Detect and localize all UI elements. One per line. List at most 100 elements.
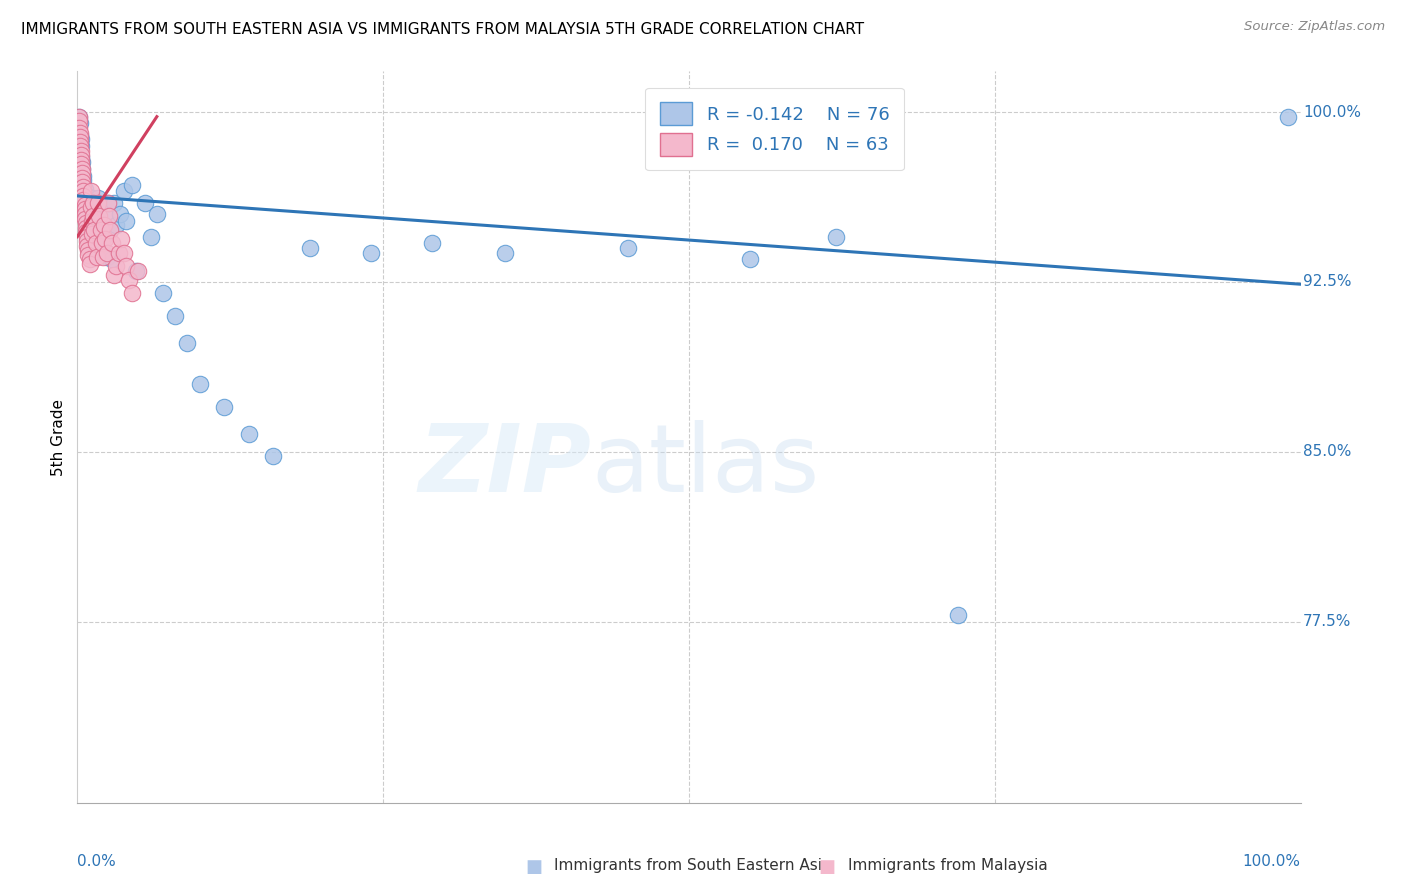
Point — [91, 250, 114, 264]
Point — [176, 336, 198, 351]
Point — [98, 223, 121, 237]
Point — [82, 204, 104, 219]
Point — [75, 225, 97, 239]
Point — [262, 450, 284, 464]
Point — [146, 207, 169, 221]
Point — [127, 263, 149, 277]
Point — [83, 232, 105, 246]
Point — [70, 132, 93, 146]
Text: Source: ZipAtlas.com: Source: ZipAtlas.com — [1244, 20, 1385, 33]
Point — [98, 223, 121, 237]
Point — [86, 250, 108, 264]
Point — [93, 219, 115, 233]
Point — [94, 232, 117, 246]
Point — [80, 195, 103, 210]
Point — [75, 220, 97, 235]
Point — [112, 185, 135, 199]
Point — [110, 232, 132, 246]
Point — [103, 268, 125, 282]
Point — [70, 170, 93, 185]
Point — [87, 195, 110, 210]
Point — [79, 252, 101, 267]
Point — [82, 223, 104, 237]
Point — [90, 241, 112, 255]
Point — [70, 139, 93, 153]
Point — [86, 200, 108, 214]
Text: ZIP: ZIP — [418, 420, 591, 512]
Point — [67, 114, 90, 128]
Point — [77, 244, 100, 258]
Point — [69, 116, 91, 130]
Point — [420, 236, 443, 251]
Point — [84, 241, 107, 255]
Point — [77, 214, 100, 228]
Point — [96, 245, 118, 260]
Point — [73, 182, 96, 196]
Point — [76, 238, 98, 252]
Point — [70, 144, 93, 158]
Point — [70, 161, 93, 176]
Point — [139, 229, 162, 244]
Point — [73, 191, 96, 205]
Text: Immigrants from Malaysia: Immigrants from Malaysia — [848, 858, 1047, 872]
Point — [83, 223, 105, 237]
Point — [70, 155, 93, 169]
Point — [79, 219, 101, 233]
Point — [76, 216, 98, 230]
Text: Immigrants from South Eastern Asia: Immigrants from South Eastern Asia — [554, 858, 832, 872]
Point — [152, 286, 174, 301]
Point — [69, 130, 91, 145]
Point — [298, 241, 321, 255]
Text: 85.0%: 85.0% — [1303, 444, 1351, 459]
Point — [82, 209, 104, 223]
Point — [84, 236, 107, 251]
Point — [70, 157, 93, 171]
Text: atlas: atlas — [591, 420, 820, 512]
Text: ■: ■ — [526, 858, 543, 876]
Point — [115, 259, 138, 273]
Point — [83, 195, 105, 210]
Point — [946, 607, 969, 622]
Point — [69, 139, 91, 153]
Point — [824, 229, 846, 244]
Point — [360, 245, 382, 260]
Text: 0.0%: 0.0% — [77, 854, 117, 869]
Point — [73, 186, 96, 201]
Point — [72, 169, 94, 183]
Point — [80, 214, 103, 228]
Y-axis label: 5th Grade: 5th Grade — [51, 399, 66, 475]
Point — [80, 191, 103, 205]
Point — [75, 204, 97, 219]
Point — [91, 245, 114, 260]
Point — [90, 219, 112, 233]
Point — [75, 195, 97, 210]
Text: 92.5%: 92.5% — [1303, 275, 1351, 290]
Point — [125, 263, 148, 277]
Text: IMMIGRANTS FROM SOUTH EASTERN ASIA VS IMMIGRANTS FROM MALAYSIA 5TH GRADE CORRELA: IMMIGRANTS FROM SOUTH EASTERN ASIA VS IM… — [21, 22, 865, 37]
Point — [80, 219, 103, 233]
Point — [134, 195, 156, 210]
Point — [72, 173, 94, 187]
Point — [80, 207, 103, 221]
Point — [76, 207, 98, 221]
Point — [87, 191, 110, 205]
Point — [100, 252, 122, 267]
Point — [82, 195, 104, 210]
Point — [79, 200, 101, 214]
Text: 77.5%: 77.5% — [1303, 614, 1351, 629]
Point — [79, 227, 101, 242]
Text: 100.0%: 100.0% — [1243, 854, 1301, 869]
Point — [93, 229, 115, 244]
Point — [238, 426, 260, 441]
Point — [80, 200, 103, 214]
Point — [70, 148, 93, 162]
Point — [87, 236, 110, 251]
Point — [76, 229, 98, 244]
Point — [73, 202, 96, 217]
Point — [89, 209, 111, 223]
Point — [86, 227, 108, 242]
Point — [495, 245, 517, 260]
Point — [70, 175, 93, 189]
Point — [80, 232, 103, 246]
Point — [108, 245, 131, 260]
